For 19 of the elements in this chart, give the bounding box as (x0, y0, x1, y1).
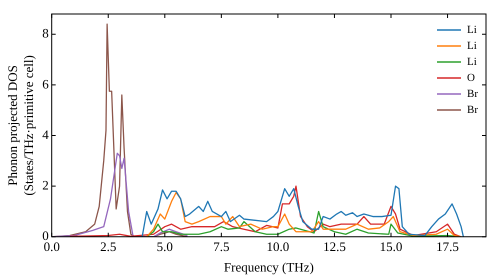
x-tick-label: 15.0 (380, 239, 402, 254)
x-tick-label: 5.0 (156, 239, 173, 254)
y-tick-label: 8 (42, 26, 49, 41)
y-tick-label: 6 (42, 76, 50, 92)
legend-label: Li (467, 56, 477, 68)
x-tick-label: 2.5 (100, 239, 116, 254)
y-tick-label: 4 (42, 126, 50, 142)
x-axis-title: Frequency (THz) (224, 260, 314, 275)
y-tick-label: 2 (42, 178, 49, 193)
x-tick-label: 10.0 (266, 239, 290, 254)
legend-label: Br (467, 88, 478, 100)
x-tick-label: 17.5 (436, 239, 459, 254)
legend-label: Li (467, 24, 477, 36)
x-tick-label: 7.5 (213, 239, 230, 254)
legend-label: Br (467, 104, 478, 116)
y-axis-title: Phonon projected DOS (States/THz·primitive cell) (5, 55, 36, 196)
x-tick-label: 12.5 (323, 239, 346, 254)
legend-label: Li (467, 40, 477, 52)
legend-label: O (467, 72, 475, 84)
